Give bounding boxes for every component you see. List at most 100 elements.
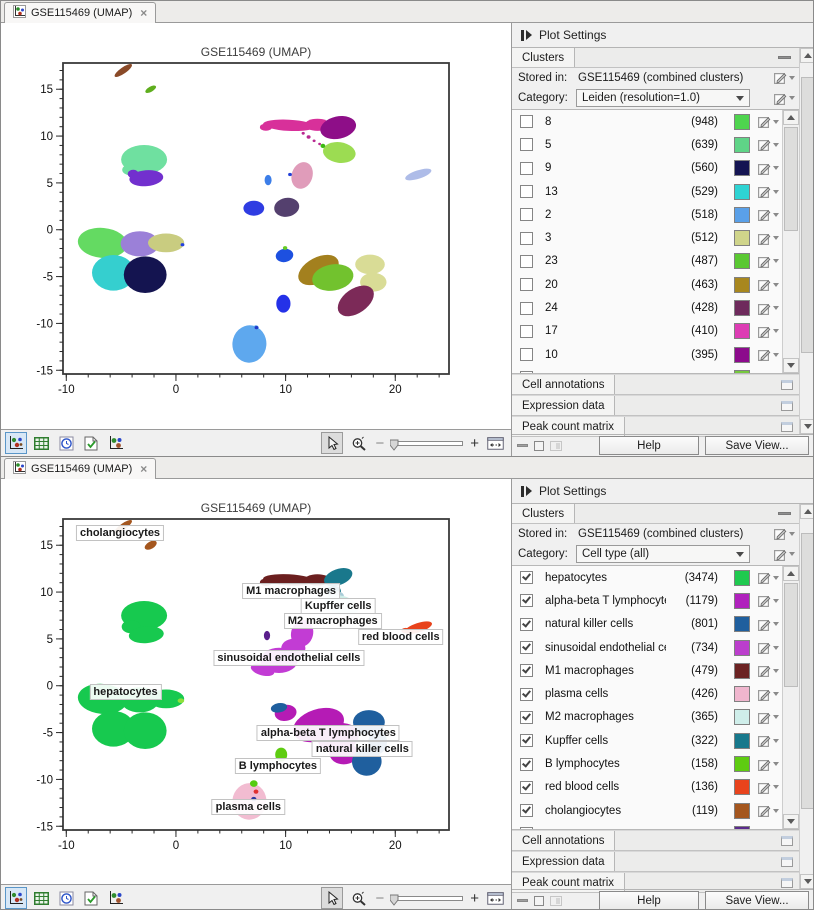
cluster-row-partial[interactable] bbox=[512, 366, 782, 373]
zoom-in-icon[interactable]: + bbox=[470, 889, 479, 907]
cluster-list-scrollbar[interactable] bbox=[782, 566, 799, 829]
cursor-tool-icon[interactable] bbox=[321, 432, 344, 454]
minimize-view-icon[interactable] bbox=[517, 899, 528, 902]
cursor-tool-icon[interactable] bbox=[321, 887, 344, 909]
umap-plot[interactable]: -10 0 10 20 -15 -10 -5 0 5 10 15 GSE115469 (UMAP) bbox=[1, 23, 511, 429]
peak-count-matrix-label[interactable]: Peak count matrix bbox=[512, 417, 626, 436]
edit-stored-icon[interactable] bbox=[774, 527, 795, 540]
element-info-view-icon[interactable] bbox=[80, 432, 102, 454]
restore-view-icon[interactable] bbox=[534, 895, 544, 906]
edit-color-icon[interactable] bbox=[758, 781, 782, 794]
cell-annotations-label[interactable]: Cell annotations bbox=[512, 375, 616, 394]
cluster-row[interactable]: Kupffer cells (322) bbox=[512, 729, 782, 752]
cluster-checkbox[interactable] bbox=[520, 278, 533, 292]
cluster-checkbox[interactable] bbox=[520, 138, 533, 152]
cluster-row[interactable]: red blood cells (136) bbox=[512, 776, 782, 799]
settings-scrollbar[interactable] bbox=[799, 48, 813, 434]
expand-section-icon[interactable] bbox=[781, 877, 793, 888]
cluster-checkbox[interactable] bbox=[520, 231, 533, 245]
element-info-view-icon[interactable] bbox=[80, 887, 102, 909]
zoom-out-icon[interactable]: − bbox=[375, 889, 385, 907]
cluster-row[interactable]: alpha-beta T lymphocytes (1179) bbox=[512, 589, 782, 612]
expand-section-icon[interactable] bbox=[781, 856, 793, 867]
cluster-color-swatch[interactable] bbox=[734, 732, 750, 749]
cluster-color-swatch[interactable] bbox=[734, 276, 750, 293]
plot-settings-header[interactable]: Plot Settings bbox=[512, 23, 813, 47]
edit-color-icon[interactable] bbox=[758, 571, 782, 585]
edit-color-icon[interactable] bbox=[758, 232, 782, 245]
cluster-checkbox[interactable] bbox=[520, 324, 533, 338]
cluster-row[interactable]: 3 (512) bbox=[512, 226, 782, 249]
sidebar-toggle-icon[interactable] bbox=[521, 485, 532, 497]
settings-scrollbar[interactable] bbox=[799, 504, 813, 889]
scrollbar-track[interactable] bbox=[783, 125, 799, 358]
cluster-color-swatch[interactable] bbox=[734, 756, 750, 773]
edit-color-icon[interactable] bbox=[758, 162, 782, 175]
cluster-checkbox[interactable] bbox=[520, 780, 533, 794]
scroll-down-icon[interactable] bbox=[783, 358, 799, 373]
cluster-color-swatch[interactable] bbox=[734, 592, 750, 609]
cluster-color-swatch[interactable] bbox=[734, 802, 750, 819]
scrollbar-track[interactable] bbox=[783, 581, 799, 814]
edit-color-icon[interactable] bbox=[758, 758, 782, 771]
document-tab[interactable]: GSE115469 (UMAP) × bbox=[4, 458, 157, 479]
minimize-view-icon[interactable] bbox=[517, 444, 528, 447]
sidebar-toggle-icon[interactable] bbox=[521, 29, 532, 41]
cluster-checkbox[interactable] bbox=[520, 208, 533, 222]
edit-color-icon[interactable] bbox=[758, 827, 782, 829]
scroll-up-icon[interactable] bbox=[783, 566, 799, 581]
umap-scatter-canvas[interactable]: -10 0 10 20 -15 -10 -5 0 5 10 15 bbox=[1, 479, 511, 885]
cluster-checkbox[interactable] bbox=[520, 664, 533, 678]
cluster-checkbox[interactable] bbox=[520, 371, 533, 373]
peak-count-matrix-section[interactable]: Peak count matrix bbox=[512, 416, 799, 437]
edit-color-icon[interactable] bbox=[758, 208, 782, 222]
expression-data-label[interactable]: Expression data bbox=[512, 852, 616, 871]
cluster-checkbox[interactable] bbox=[520, 301, 533, 315]
save-view-button[interactable]: Save View... bbox=[705, 891, 809, 909]
cluster-checkbox[interactable] bbox=[520, 734, 533, 748]
cluster-checkbox[interactable] bbox=[520, 641, 533, 655]
cluster-color-swatch[interactable] bbox=[734, 686, 750, 703]
restore-view-icon[interactable] bbox=[534, 440, 544, 451]
scrollbar-thumb[interactable] bbox=[801, 77, 813, 353]
zoom-out-icon[interactable]: − bbox=[375, 434, 385, 452]
expression-data-label[interactable]: Expression data bbox=[512, 396, 616, 415]
cluster-color-swatch[interactable] bbox=[734, 639, 750, 656]
scrollbar-track[interactable] bbox=[800, 63, 813, 419]
history-view-icon[interactable] bbox=[55, 887, 77, 909]
edit-color-icon[interactable] bbox=[758, 688, 782, 701]
cluster-row[interactable]: natural killer cells (801) bbox=[512, 613, 782, 636]
cluster-row[interactable]: 23 (487) bbox=[512, 250, 782, 273]
edit-color-icon[interactable] bbox=[758, 594, 782, 608]
cluster-color-swatch[interactable] bbox=[734, 253, 750, 270]
cluster-row[interactable]: 10 (395) bbox=[512, 343, 782, 366]
edit-color-icon[interactable] bbox=[758, 115, 782, 129]
cluster-color-swatch[interactable] bbox=[734, 300, 750, 317]
zoom-tool-icon[interactable] bbox=[348, 887, 370, 909]
history-view-icon[interactable] bbox=[55, 432, 77, 454]
cluster-color-swatch[interactable] bbox=[734, 825, 750, 829]
edit-color-icon[interactable] bbox=[758, 348, 782, 362]
cluster-row[interactable]: 8 (948) bbox=[512, 110, 782, 133]
cluster-color-swatch[interactable] bbox=[734, 183, 750, 200]
cluster-list-scrollbar[interactable] bbox=[782, 110, 799, 373]
umap-scatter-canvas[interactable]: -10 0 10 20 -15 -10 -5 0 5 10 15 bbox=[1, 23, 511, 429]
scrollbar-thumb[interactable] bbox=[801, 533, 813, 809]
graph-view-icon[interactable] bbox=[5, 432, 27, 454]
zoom-slider[interactable] bbox=[389, 439, 464, 451]
cluster-color-swatch[interactable] bbox=[734, 616, 750, 633]
expand-section-icon[interactable] bbox=[781, 379, 793, 390]
cluster-row[interactable]: M2 macrophages (365) bbox=[512, 706, 782, 729]
cell-annotations-section[interactable]: Cell annotations bbox=[512, 830, 799, 851]
scrollbar-track[interactable] bbox=[800, 519, 813, 874]
zoom-in-icon[interactable]: + bbox=[470, 434, 479, 452]
clusters-section-label[interactable]: Clusters bbox=[512, 48, 576, 67]
clusters-section-header[interactable]: Clusters bbox=[512, 504, 799, 524]
edit-color-icon[interactable] bbox=[758, 711, 782, 724]
cluster-row-partial[interactable] bbox=[512, 822, 782, 829]
save-view-button[interactable]: Save View... bbox=[705, 436, 809, 455]
edit-stored-icon[interactable] bbox=[774, 71, 795, 84]
edit-color-icon[interactable] bbox=[758, 185, 782, 199]
cluster-row[interactable]: 13 (529) bbox=[512, 180, 782, 203]
zoom-slider[interactable] bbox=[389, 894, 464, 906]
